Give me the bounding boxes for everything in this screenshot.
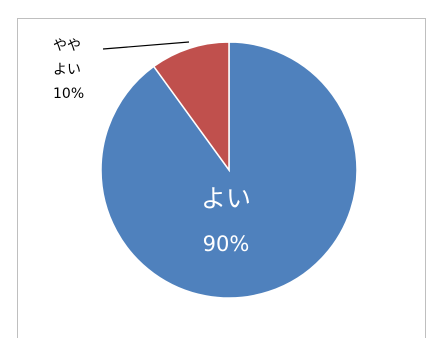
pie-slices — [100, 41, 358, 299]
label-yoi-percent: 90% — [203, 232, 250, 256]
label-yaya-yoi-line2: よい — [53, 62, 81, 78]
data-label-yaya-yoi: やや よい 10% — [53, 38, 84, 102]
label-yaya-yoi-percent: 10% — [53, 86, 84, 102]
label-yaya-yoi-line1: やや — [53, 38, 81, 54]
data-label-yoi: よい 90% — [201, 184, 251, 256]
chart-border — [17, 18, 426, 338]
label-yoi-category: よい — [201, 184, 251, 213]
leader-line-yaya-yoi — [102, 41, 190, 50]
pie-slice-1 — [152, 41, 230, 173]
